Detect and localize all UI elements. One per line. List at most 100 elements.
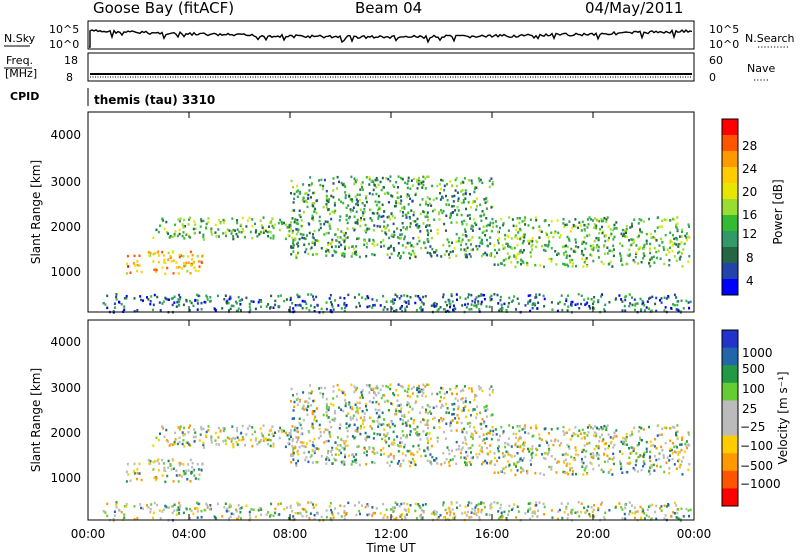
velocity-echo-cell — [371, 514, 374, 517]
velocity-echo-cell — [325, 397, 328, 401]
velocity-echo-cell — [394, 518, 397, 521]
power-echo-cell — [409, 256, 411, 260]
power-echo-cell — [663, 309, 666, 312]
velocity-echo-cell — [500, 517, 503, 521]
velocity-echo-cell — [338, 388, 340, 392]
velocity-echo-cell — [308, 397, 311, 400]
power-echo-cell — [643, 304, 646, 307]
velocity-echo-cell — [406, 390, 409, 394]
velocity-echo-cell — [621, 436, 624, 440]
velocity-echo-cell — [533, 510, 536, 513]
power-echo-cell — [531, 237, 534, 240]
power-echo-cell — [424, 246, 427, 250]
power-echo-cell — [456, 298, 458, 301]
velocity-echo-cell — [531, 456, 533, 459]
velocity-echo-cell — [391, 515, 394, 518]
velocity-echo-cell — [659, 507, 661, 510]
power-echo-cell — [651, 295, 654, 299]
velocity-echo-cell — [621, 442, 624, 446]
power-echo-cell — [153, 268, 156, 271]
velocity-echo-cell — [568, 447, 571, 450]
velocity-echo-cell — [395, 412, 397, 416]
velocity-echo-cell — [303, 408, 306, 411]
velocity-echo-cell — [593, 431, 596, 434]
power-echo-cell — [612, 238, 615, 241]
power-echo-cell — [168, 236, 171, 239]
power-echo-cell — [591, 302, 594, 306]
velocity-echo-cell — [155, 436, 158, 440]
velocity-echo-cell — [308, 517, 311, 520]
power-echo-cell — [290, 192, 292, 195]
velocity-echo-cell — [639, 438, 642, 441]
power-echo-cell — [123, 308, 126, 311]
velocity-echo-cell — [608, 470, 611, 473]
velocity-echo-cell — [589, 461, 592, 464]
power-echo-cell — [445, 229, 447, 232]
velocity-echo-cell — [510, 469, 513, 472]
velocity-echo-cell — [193, 474, 196, 477]
velocity-echo-cell — [513, 462, 516, 465]
velocity-echo-cell — [179, 425, 182, 428]
power-echo-cell — [310, 183, 313, 187]
velocity-echo-cell — [429, 453, 432, 456]
velocity-echo-cell — [643, 462, 646, 466]
power-echo-cell — [382, 239, 385, 242]
velocity-echo-cell — [373, 511, 376, 515]
velocity-echo-cell — [563, 461, 566, 464]
velocity-echo-cell — [597, 457, 600, 460]
velocity-echo-cell — [620, 467, 622, 471]
velocity-echo-cell — [351, 406, 353, 409]
power-echo-cell — [566, 263, 569, 267]
power-echo-cell — [505, 309, 508, 312]
power-echo-cell — [161, 217, 164, 221]
power-echo-cell — [507, 302, 510, 305]
power-echo-cell — [468, 252, 471, 256]
velocity-echo-cell — [274, 511, 277, 515]
power-echo-cell — [378, 200, 381, 204]
power-echo-cell — [209, 296, 212, 299]
velocity-echo-cell — [248, 510, 251, 514]
power-echo-cell — [398, 201, 401, 205]
velocity-echo-cell — [307, 401, 310, 405]
power-echo-cell — [331, 238, 334, 242]
power-echo-cell — [625, 229, 627, 233]
velocity-echo-cell — [606, 424, 609, 427]
power-echo-cell — [149, 251, 152, 255]
velocity-echo-cell — [539, 472, 542, 475]
velocity-cb-label-100: 100 — [742, 382, 765, 396]
velocity-echo-cell — [679, 443, 681, 446]
velocity-y-tick-3000: 3000 — [50, 381, 81, 395]
power-echo-cell — [357, 237, 360, 240]
power-echo-cell — [390, 212, 393, 216]
power-echo-cell — [461, 222, 464, 226]
velocity-echo-cell — [419, 438, 422, 441]
power-echo-cell — [285, 298, 288, 301]
power-echo-cell — [669, 231, 672, 234]
velocity-echo-cell — [492, 433, 495, 436]
velocity-echo-cell — [416, 450, 419, 454]
power-echo-cell — [473, 200, 476, 203]
velocity-echo-cell — [507, 513, 510, 516]
velocity-echo-cell — [588, 513, 591, 516]
power-echo-cell — [471, 236, 474, 239]
power-echo-cell — [113, 302, 116, 305]
power-echo-cell — [532, 226, 535, 230]
velocity-echo-cell — [512, 507, 514, 510]
power-echo-cell — [381, 229, 383, 233]
velocity-echo-cell — [205, 434, 207, 437]
power-echo-cell — [676, 228, 679, 232]
power-echo-cell — [185, 261, 188, 265]
velocity-echo-cell — [519, 445, 522, 449]
power-echo-cell — [482, 213, 485, 217]
velocity-echo-cell — [475, 431, 478, 434]
velocity-echo-cell — [448, 411, 450, 415]
power-colorbar-frame — [721, 118, 739, 296]
power-echo-cell — [440, 209, 442, 212]
velocity-echo-cell — [396, 399, 399, 402]
velocity-echo-cell — [663, 517, 666, 520]
velocity-echo-cell — [396, 435, 399, 438]
power-echo-cell — [227, 301, 230, 305]
velocity-echo-cell — [234, 437, 236, 440]
power-echo-cell — [669, 241, 672, 244]
velocity-echo-cell — [554, 458, 557, 461]
